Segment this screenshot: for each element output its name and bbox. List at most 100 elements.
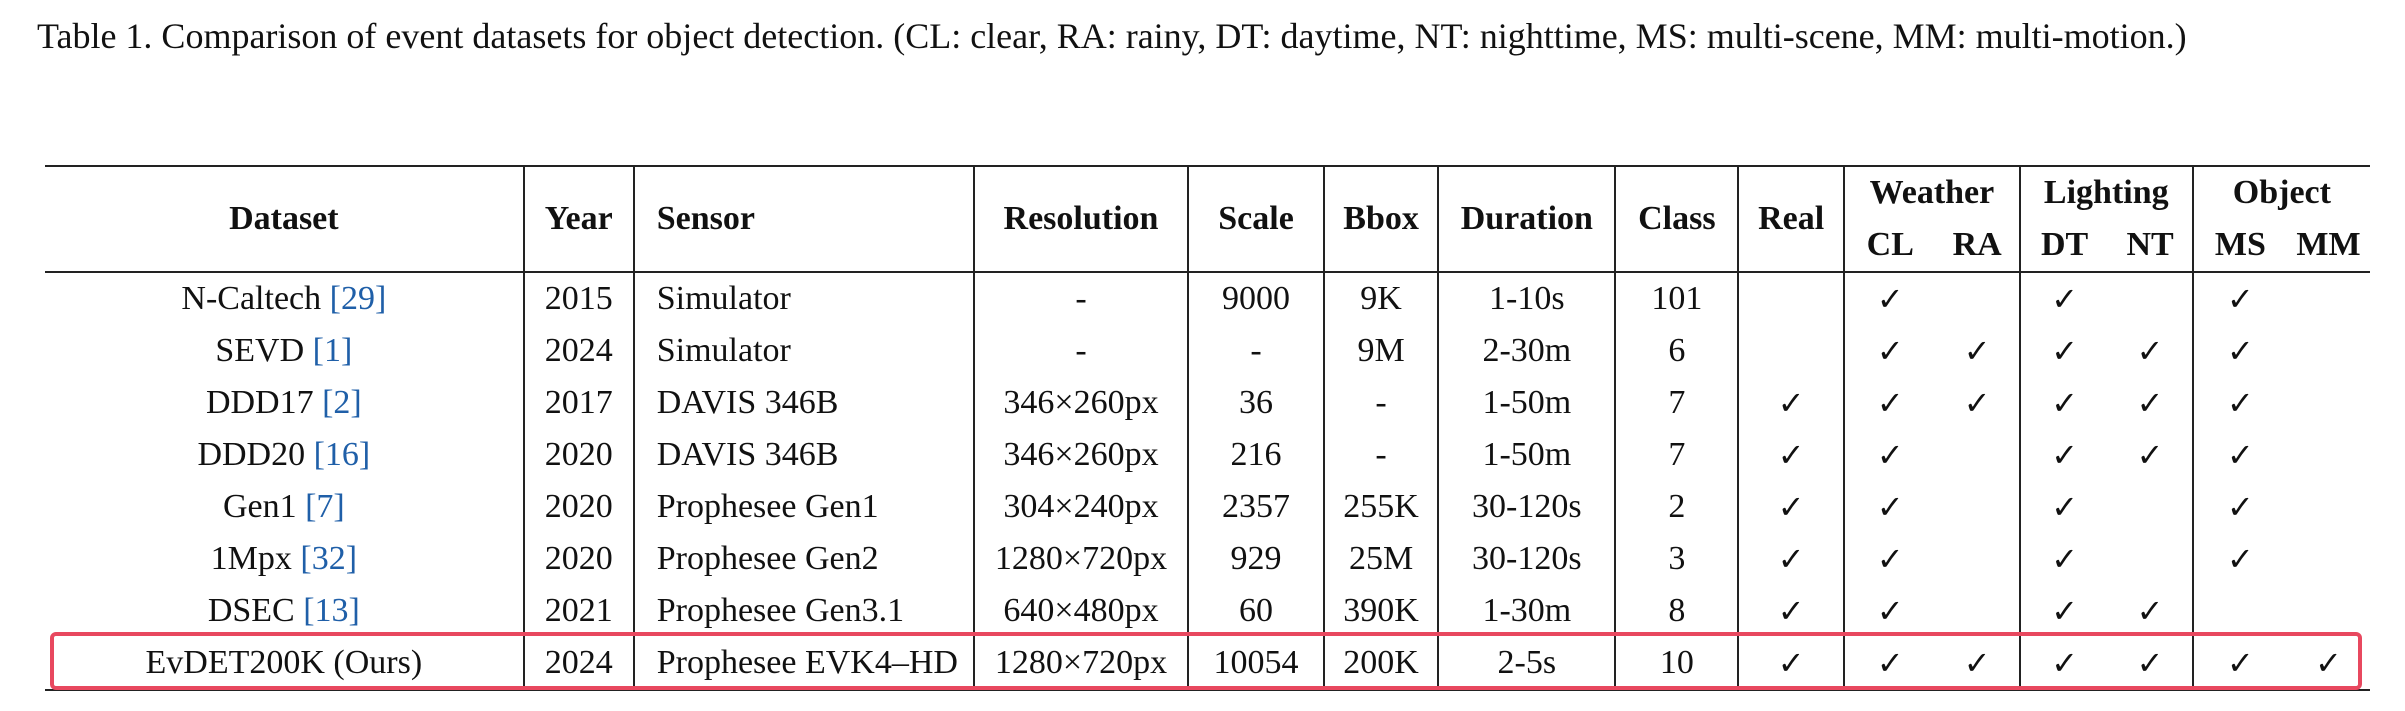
citation-link[interactable]: [2] [322,384,362,421]
comparison-table: Dataset Year Sensor Resolution Scale Bbo… [45,165,2370,691]
cell-mm [2287,377,2370,429]
citation-link[interactable]: [1] [312,332,353,369]
citation-link[interactable]: [7] [305,488,345,525]
cell-nt: ✓ [2108,637,2193,691]
cell-resolution: 1280×720px [972,637,1189,691]
citation-link[interactable]: [29] [329,280,387,317]
header-real: Real [1737,165,1845,273]
table-row: 1Mpx [32] 2020 Prophesee Gen2 1280×720px 929… [45,533,2370,585]
citation-link[interactable]: [16] [313,436,371,473]
header-weather: Weather [1843,165,2020,219]
cell-cl: ✓ [1843,325,1936,377]
header-bbox: Bbox [1322,165,1439,273]
cell-cl: ✓ [1843,377,1936,429]
cell-dt: ✓ [2018,585,2109,637]
citation-link[interactable]: [32] [300,540,358,577]
cell-cl: ✓ [1843,481,1936,533]
cell-mm [2287,533,2370,585]
cell-ra [1936,272,2020,325]
cell-ms: ✓ [2191,637,2288,691]
cell-year: 2021 [522,585,634,637]
dataset-name: DSEC [207,592,295,629]
header-cl: CL [1843,219,1936,273]
cell-cl: ✓ [1843,533,1936,585]
cell-bbox: - [1322,429,1439,481]
dataset-name: DDD20 [197,436,306,473]
cell-nt [2108,533,2192,585]
header-resolution: Resolution [972,165,1189,273]
table-row: DDD20 [16] 2020 DAVIS 346B 346×260px 216-1-5… [45,429,2370,481]
cell-dt: ✓ [2018,481,2109,533]
dataset-name: SEVD [215,332,305,369]
cell-mm [2287,325,2370,377]
cell-nt [2108,481,2192,533]
header-year: Year [522,165,634,273]
cell-scale: 60 [1187,585,1324,637]
header-dt: DT [2018,219,2109,273]
cell-real [1737,272,1845,325]
cell-class: 3 [1614,533,1739,585]
cell-resolution: 346×260px [972,429,1189,481]
cell-resolution: 304×240px [972,481,1189,533]
table-body: N-Caltech [29] 2015 Simulator -9000 9K 1-10s 1… [45,272,2370,691]
cell-nt: ✓ [2136,592,2164,630]
table-header: Dataset Year Sensor Resolution Scale Bbo… [45,165,2370,273]
cell-mm [2287,429,2370,481]
citation-link[interactable]: [13] [303,592,360,629]
cell-duration: 1-50m [1437,377,1616,429]
header-duration: Duration [1437,165,1616,273]
cell-nt: ✓ [2136,332,2164,370]
header-lighting: Lighting [2018,165,2193,219]
cell-bbox: 25M [1322,533,1439,585]
cell-ra [1936,429,2020,481]
cell-year: 2015 [522,272,634,325]
cell-duration: 2-5s [1437,637,1616,691]
cell-duration: 1-10s [1437,272,1616,325]
cell-dataset: DDD17 [2] [45,377,524,429]
cell-dt: ✓ [2018,377,2109,429]
table-row: Gen1 [7] 2020 Prophesee Gen1 304×240px 2357 2… [45,481,2370,533]
table-caption: Table 1. Comparison of event datasets fo… [37,16,2187,56]
cell-duration: 30-120s [1437,533,1616,585]
header-class: Class [1614,165,1739,273]
cell-dt: ✓ [2018,533,2109,585]
cell-dataset: Gen1 [7] [45,481,524,533]
cell-ms: ✓ [2191,377,2288,429]
cell-mm [2287,272,2370,325]
dataset-name: N-Caltech [181,280,322,317]
cell-bbox: - [1322,377,1439,429]
cell-dt: ✓ [2018,272,2109,325]
cell-cl: ✓ [1843,637,1936,691]
cell-resolution: - [972,325,1189,377]
cell-mm [2287,585,2370,637]
cell-ra: ✓ [1963,384,1991,422]
cell-bbox: 390K [1322,585,1439,637]
comparison-table-container: Dataset Year Sensor Resolution Scale Bbo… [45,165,2370,691]
header-sensor: Sensor [632,165,974,273]
cell-resolution: 346×260px [972,377,1189,429]
header-dataset: Dataset [45,165,524,273]
cell-nt: ✓ [2136,436,2164,474]
cell-dataset: SEVD [1] [45,325,524,377]
cell-ra [1936,481,2020,533]
cell-year: 2024 [522,637,634,691]
cell-cl: ✓ [1843,429,1936,481]
cell-dataset: N-Caltech [29] [45,272,524,325]
cell-ms: ✓ [2191,325,2288,377]
cell-class: 7 [1614,377,1739,429]
cell-bbox: 200K [1322,637,1439,691]
table-row: N-Caltech [29] 2015 Simulator -9000 9K 1-10s 1… [45,272,2370,325]
cell-ms: ✓ [2191,272,2288,325]
header-nt: NT [2108,219,2193,273]
cell-dataset: DDD20 [16] [45,429,524,481]
header-mm: MM [2287,219,2370,273]
cell-year: 2020 [522,429,634,481]
cell-scale: - [1187,325,1324,377]
cell-bbox: 255K [1322,481,1439,533]
cell-scale: 216 [1187,429,1324,481]
cell-ms [2191,585,2288,637]
cell-resolution: 1280×720px [972,533,1189,585]
cell-dt: ✓ [2018,637,2109,691]
cell-ra: ✓ [1935,637,2020,691]
cell-year: 2017 [522,377,634,429]
